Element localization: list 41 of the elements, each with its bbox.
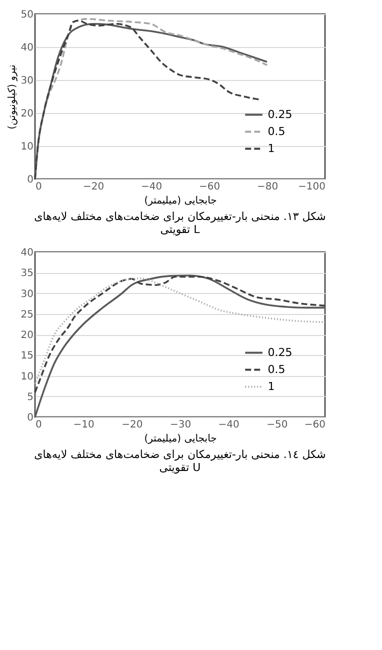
x-tick-label: 0 [36,182,42,192]
y-axis-title: نیرو (کیلونیوتن) [6,64,18,130]
y-tick-label: 20 [20,108,34,120]
x-tick-label: −60 [304,420,326,430]
y-tick-label: 40 [20,42,34,54]
x-tick-label: −20 [82,182,104,192]
legend-label: 1 [268,380,275,393]
y-tick-label: 5 [27,392,34,403]
x-tick-label: −40 [218,420,240,430]
y-tick-label: 15 [20,350,34,362]
y-tick-label: 20 [20,330,34,341]
y-tick-label: 30 [20,288,34,300]
y-tick-label: 50 [20,10,34,20]
x-tick-label: −100 [298,182,326,192]
y-tick-label: 35 [20,268,34,280]
text: شکل ١٤. منحنی بار-تغییرمکان برای ضخامت‌های مختلف لایه‌های [34,448,326,461]
x-tick-label: 0 [36,420,42,430]
x-tick-label: −30 [170,420,192,430]
text: تقویتی U [159,461,201,474]
text: تقویتی L [160,223,201,236]
y-tick-label: 25 [20,309,34,320]
x-tick-label: −10 [73,420,94,430]
x-tick-label: −80 [256,182,278,192]
y-tick-label: 10 [20,371,34,382]
y-tick-label: 0 [27,174,34,186]
x-axis-title: جابجایی (میلیمتر) [144,434,217,444]
legend-label: 0.5 [268,124,286,138]
y-tick-label: 30 [20,76,34,86]
legend-label: 0.25 [268,346,292,359]
y-tick-label: 0 [27,412,34,424]
x-axis-title: جابجایی (میلیمتر) [144,196,217,206]
text: شکل ١٣. منحنی بار-تغییرمکان برای ضخامت‌های مختلف لایه‌های [34,210,326,223]
y-tick-label: 10 [20,142,34,152]
x-tick-label: −50 [266,420,288,430]
x-tick-label: −20 [122,420,143,430]
legend-label: 0.25 [268,108,292,121]
legend-label: 1 [268,142,275,155]
y-tick-label: 40 [20,248,34,258]
x-tick-label: −60 [198,182,220,192]
legend-label: 0.5 [268,362,286,376]
x-tick-label: −40 [140,182,162,192]
